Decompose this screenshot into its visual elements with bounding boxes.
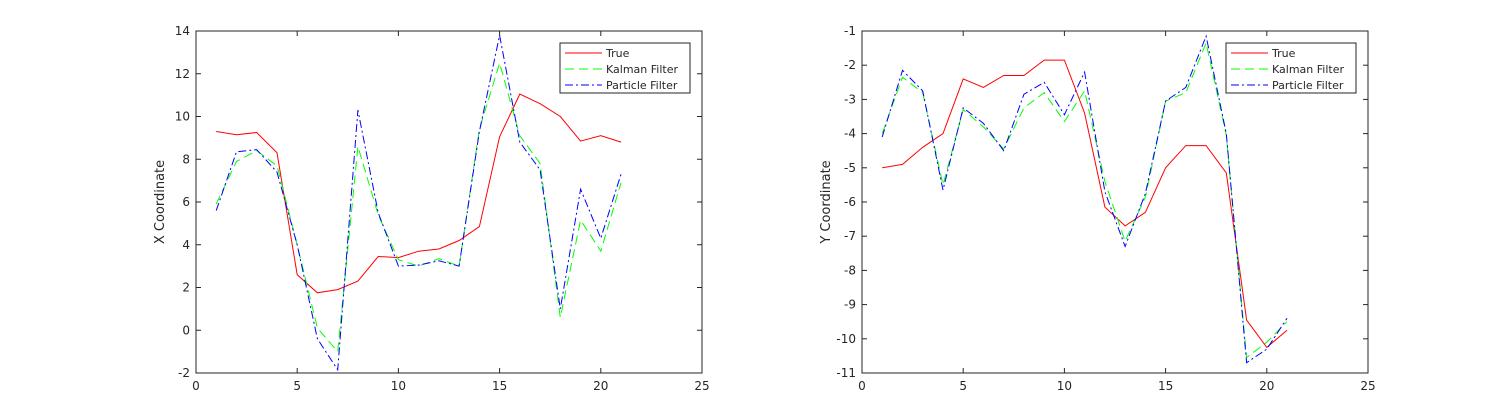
y-tick-label: -7 <box>844 229 856 243</box>
y-tick-label: 2 <box>182 281 190 295</box>
y-tick-label: -1 <box>844 24 856 38</box>
series-line-kalman-filter <box>881 41 1288 359</box>
legend-entry-label: True <box>605 47 630 60</box>
y-tick-label: -4 <box>844 127 856 141</box>
y-tick-label: -6 <box>844 195 856 209</box>
y-tick-label: -8 <box>844 263 856 277</box>
y-tick-label: -10 <box>836 332 856 346</box>
series-line-true <box>882 59 1288 349</box>
x-tick-label: 20 <box>1259 379 1274 393</box>
series-line-true <box>216 93 622 294</box>
legend: True Kalman Filter Particle Filter <box>559 42 691 94</box>
legend-entry-label: True <box>1271 47 1296 60</box>
y-axis-label: Y Coordinate <box>819 160 834 244</box>
x-tick-label: 10 <box>1057 379 1072 393</box>
legend-entry-label: Kalman Filter <box>606 63 678 76</box>
y-tick-label: 14 <box>175 24 190 38</box>
series-line-particle-filter <box>881 34 1288 364</box>
series-line-particle-filter <box>215 35 622 372</box>
y-tick-label: -11 <box>836 366 856 380</box>
y-tick-label: 8 <box>182 152 190 166</box>
y-tick-label: -3 <box>844 92 856 106</box>
y-tick-label: -5 <box>844 161 856 175</box>
y-axis-label: X Coordinate <box>153 160 168 244</box>
x-tick-label: 5 <box>293 379 301 393</box>
x-tick-label: 10 <box>391 379 406 393</box>
x-tick-label: 25 <box>1360 379 1375 393</box>
y-tick-label: 0 <box>182 323 190 337</box>
legend-entry-label: Particle Filter <box>606 79 678 92</box>
chart-2: 0 5 10 15 20 25 -11 -10 -9 -8 -7 -6 -5 -4 -3 -2 -1 Y Coor… <box>819 24 1376 393</box>
x-tick-label: 15 <box>1158 379 1173 393</box>
x-tick-label: 25 <box>694 379 709 393</box>
y-tick-label: 6 <box>182 195 190 209</box>
y-tick-label: 4 <box>182 238 190 252</box>
y-tick-label: -9 <box>844 298 856 312</box>
x-tick-label: 0 <box>192 379 200 393</box>
y-tick-label: 10 <box>175 110 190 124</box>
x-tick-label: 15 <box>492 379 507 393</box>
legend-entry-label: Kalman Filter <box>1272 63 1344 76</box>
legend: True Kalman Filter Particle Filter <box>1225 42 1357 94</box>
y-tick-label: -2 <box>844 58 856 72</box>
y-tick-label: 12 <box>175 67 190 81</box>
x-tick-label: 5 <box>959 379 967 393</box>
legend-entry-label: Particle Filter <box>1272 79 1344 92</box>
y-tick-label: -2 <box>178 366 190 380</box>
x-tick-label: 0 <box>858 379 866 393</box>
x-tick-label: 20 <box>593 379 608 393</box>
